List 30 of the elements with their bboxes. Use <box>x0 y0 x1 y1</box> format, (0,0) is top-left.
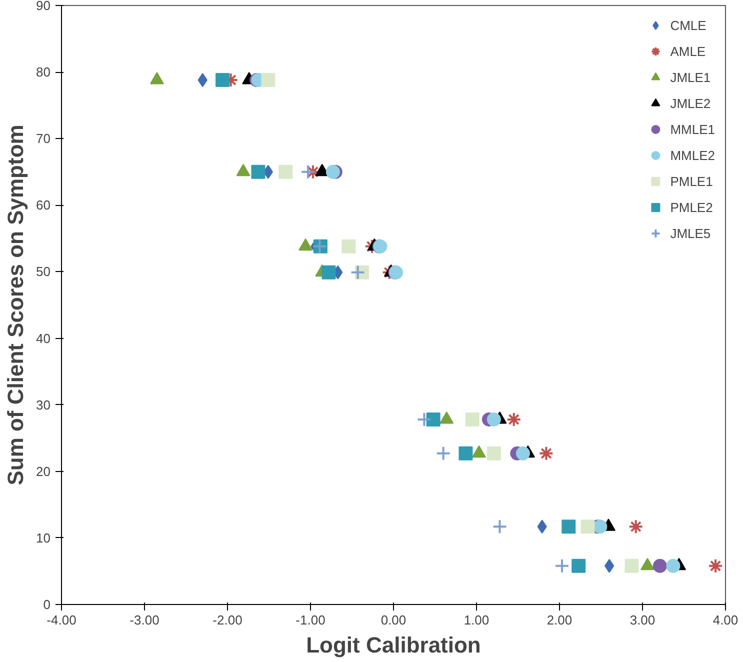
legend-label: PMLE2 <box>670 200 713 214</box>
y-tick-label: 20 <box>36 464 51 479</box>
x-tick-label: -3.00 <box>130 612 160 628</box>
x-tick-label: 3.00 <box>630 612 656 628</box>
y-tick-label: 80 <box>36 64 51 80</box>
legend-label: JMLE1 <box>670 70 711 84</box>
legend-label: CMLE <box>670 18 706 32</box>
x-tick-label: 2.00 <box>546 612 572 628</box>
legend-label: PMLE1 <box>670 174 713 188</box>
x-tick-label: 1.00 <box>464 612 490 628</box>
y-tick-label: 50 <box>36 264 51 280</box>
legend-label: JMLE2 <box>670 96 711 110</box>
y-tick-label: 60 <box>36 198 51 213</box>
legend-label: JMLE5 <box>670 226 711 240</box>
legend-label: MMLE1 <box>670 122 715 136</box>
x-tick-label: -4.00 <box>46 612 76 628</box>
x-tick-label: 4.00 <box>712 612 738 628</box>
y-tick-label: 40 <box>36 330 51 346</box>
x-tick-label: -1.00 <box>296 612 326 628</box>
y-tick-label: 30 <box>36 397 51 412</box>
y-tick-label: 70 <box>36 131 51 146</box>
legend-label: AMLE <box>670 44 706 58</box>
y-axis-title: Sum of Client Scores on Symptom <box>3 124 28 486</box>
y-tick-label: 90 <box>36 0 51 13</box>
y-tick-label: 10 <box>36 530 51 546</box>
y-tick-label: 0 <box>43 597 51 612</box>
x-tick-label: -2.00 <box>212 612 242 628</box>
legend-label: MMLE2 <box>670 148 715 162</box>
x-tick-label: 0.00 <box>380 612 406 628</box>
x-axis-title: Logit Calibration <box>306 632 481 658</box>
